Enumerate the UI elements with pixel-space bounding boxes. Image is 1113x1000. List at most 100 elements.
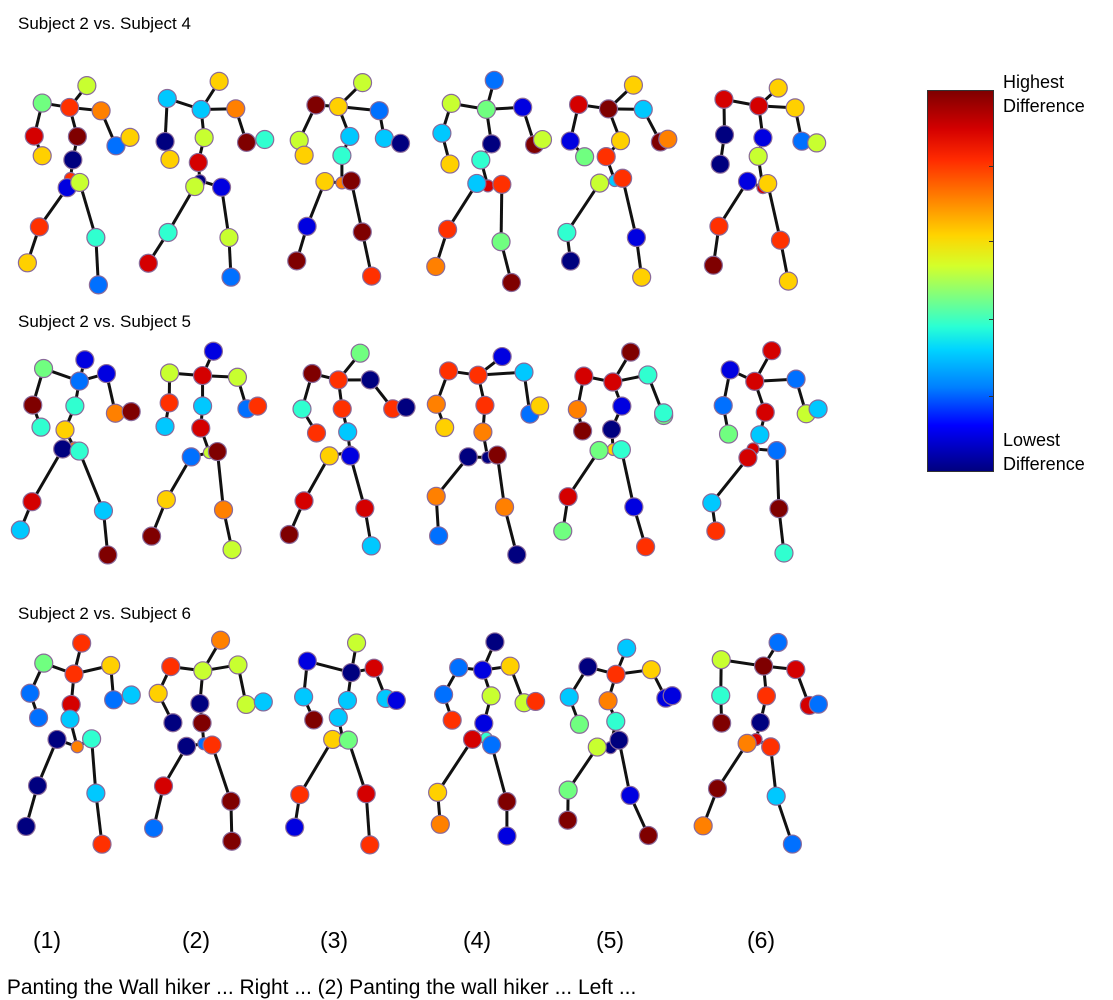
skeleton-joint: [161, 150, 179, 168]
skeleton-joint: [329, 708, 347, 726]
skeleton-joint: [102, 657, 120, 675]
skeleton-joint: [145, 819, 163, 837]
skeleton-joint: [213, 178, 231, 196]
skeleton-joint: [787, 370, 805, 388]
skeleton-joint: [597, 148, 615, 166]
figure-caption: ) Panting the Wall hiker ... Right ... (…: [0, 976, 1113, 1000]
skeleton-joint: [749, 147, 767, 165]
skeleton-joint: [295, 146, 313, 164]
skeleton-bone: [300, 739, 333, 794]
skeleton-joint: [338, 691, 356, 709]
skeleton-joint: [769, 79, 787, 97]
skeleton-joint: [363, 267, 381, 285]
skeleton-joint: [64, 151, 82, 169]
skeleton-joint: [76, 351, 94, 369]
skeleton-joint: [716, 126, 734, 144]
skeleton-joint: [375, 129, 393, 147]
skeleton-joint: [29, 777, 47, 795]
skeleton-joint: [194, 662, 212, 680]
skeleton-joint: [554, 522, 572, 540]
skeleton-joint: [192, 419, 210, 437]
skeleton-joint: [182, 448, 200, 466]
skeleton-joint: [515, 363, 533, 381]
skeleton-joint: [501, 657, 519, 675]
skeleton-joint: [73, 634, 91, 652]
skeleton-joint: [558, 223, 576, 241]
colorbar-low-label: Lowest Difference: [1003, 428, 1111, 476]
column-label-4: (4): [447, 927, 507, 954]
skeleton-joint: [613, 397, 631, 415]
skeleton-joint: [496, 498, 514, 516]
skeleton-joint: [339, 731, 357, 749]
skeleton-joint: [288, 252, 306, 270]
skeleton-joint: [464, 730, 482, 748]
skeleton-joint: [356, 499, 374, 517]
skeleton-joint: [158, 89, 176, 107]
skeleton-joint: [66, 397, 84, 415]
skeleton-joint: [436, 419, 454, 437]
skeleton-joint: [68, 128, 86, 146]
skeleton-joint: [533, 131, 551, 149]
skeleton-figure: [286, 634, 406, 854]
skeleton-joint: [162, 658, 180, 676]
skeleton-joint: [238, 133, 256, 151]
skeleton-joint: [427, 258, 445, 276]
skeleton-joint: [143, 527, 161, 545]
skeleton-joint: [65, 665, 83, 683]
skeleton-joint: [61, 710, 79, 728]
skeleton-joint: [482, 687, 500, 705]
skeleton-joint: [622, 343, 640, 361]
colorbar: [927, 90, 994, 472]
skeleton-joint: [220, 229, 238, 247]
skeleton-joint: [333, 400, 351, 418]
skeleton-joint: [222, 792, 240, 810]
skeleton-joint: [485, 71, 503, 89]
skeleton-joint: [305, 711, 323, 729]
skeleton-joint: [575, 367, 593, 385]
skeleton-joint: [599, 692, 617, 710]
skeleton-joint: [559, 781, 577, 799]
skeleton-joint: [633, 268, 651, 286]
skeleton-joint: [715, 90, 733, 108]
skeleton-joint: [30, 709, 48, 727]
skeleton-joint: [786, 99, 804, 117]
skeleton-joint: [186, 178, 204, 196]
skeleton-joint: [191, 695, 209, 713]
skeleton-joint: [610, 731, 628, 749]
skeleton-joint: [194, 367, 212, 385]
skeleton-joint: [714, 397, 732, 415]
skeleton-joint: [21, 684, 39, 702]
skeleton-joint: [122, 686, 140, 704]
skeleton-joint: [707, 522, 725, 540]
skeleton-joint: [493, 348, 511, 366]
skeleton-joint: [721, 361, 739, 379]
skeleton-joint: [531, 397, 549, 415]
skeleton-joint: [61, 98, 79, 116]
skeleton-joint: [808, 134, 826, 152]
skeleton-figure: [280, 344, 415, 555]
skeleton-joint: [105, 691, 123, 709]
skeleton-figure: [554, 343, 673, 556]
skeleton-joint: [295, 492, 313, 510]
skeleton-joint: [298, 652, 316, 670]
skeleton-joint: [762, 738, 780, 756]
skeleton-joint: [739, 449, 757, 467]
skeleton-joint: [713, 714, 731, 732]
skeleton-joint: [720, 425, 738, 443]
skeleton-joint: [607, 665, 625, 683]
skeleton-joint: [450, 659, 468, 677]
skeleton-joint: [570, 715, 588, 733]
skeleton-joint: [738, 734, 756, 752]
skeleton-joint: [568, 401, 586, 419]
skeleton-joint: [768, 442, 786, 460]
skeleton-joint: [308, 424, 326, 442]
skeleton-joint: [223, 832, 241, 850]
skeleton-joint: [612, 441, 630, 459]
skeleton-joint: [193, 714, 211, 732]
skeleton-joint: [210, 72, 228, 90]
skeleton-joint: [570, 96, 588, 114]
skeleton-joint: [307, 96, 325, 114]
skeleton-joint: [433, 124, 451, 142]
skeleton-figure: [558, 76, 677, 286]
column-label-5: (5): [580, 927, 640, 954]
